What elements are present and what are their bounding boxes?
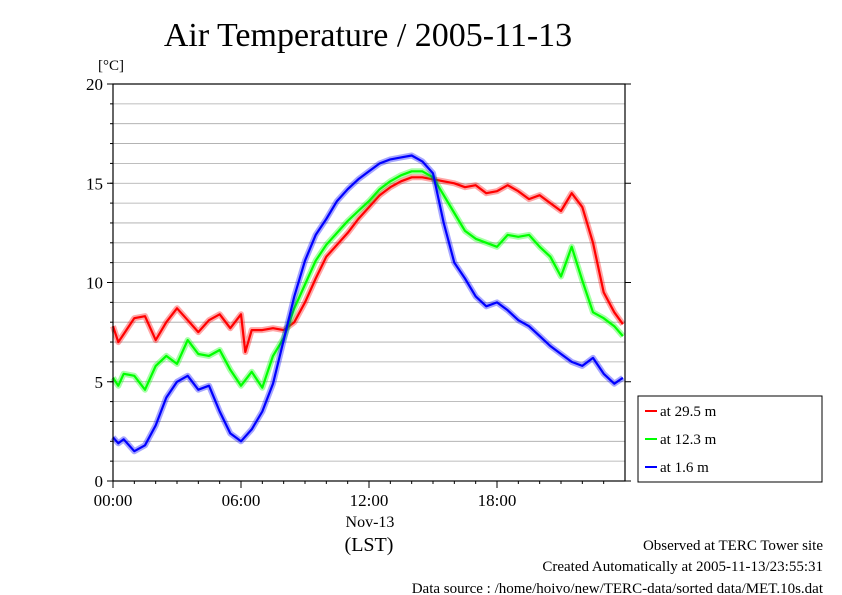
chart-title: Air Temperature / 2005-11-13	[164, 17, 572, 54]
x-tick-label: 06:00	[222, 491, 261, 510]
y-axis-unit-label: [°C]	[98, 58, 124, 74]
legend-label: at 1.6 m	[660, 460, 709, 476]
series-line	[111, 176, 624, 354]
y-tick-label: 20	[86, 75, 103, 94]
y-tick-label: 0	[95, 472, 104, 491]
series-line	[112, 154, 624, 453]
x-axis-title: (LST)	[345, 534, 394, 556]
y-axis: 0 5 10 15 20	[86, 75, 631, 491]
series-line-halo	[110, 168, 626, 393]
series-line	[112, 170, 624, 391]
x-tick-label: 18:00	[478, 491, 517, 510]
legend: at 29.5 m at 12.3 m at 1.6 m	[637, 395, 823, 483]
x-axis: 00:00 06:00 12:00 18:00	[94, 481, 605, 510]
legend-label: at 12.3 m	[660, 432, 717, 448]
footer-observed-site: Observed at TERC Tower site	[643, 538, 823, 554]
x-tick-label: 12:00	[350, 491, 389, 510]
legend-box	[637, 395, 823, 483]
grid-lines	[113, 103, 625, 462]
y-tick-label: 15	[86, 174, 103, 193]
x-axis-date-label: Nov-13	[346, 514, 395, 531]
legend-label: at 29.5 m	[660, 404, 717, 420]
series-lines	[110, 152, 626, 455]
y-tick-label: 10	[86, 274, 103, 293]
footer-created-timestamp: Created Automatically at 2005-11-13/23:5…	[542, 559, 823, 575]
footer-data-source: Data source : /home/hoivo/new/TERC-data/…	[412, 581, 824, 595]
x-tick-label: 00:00	[94, 491, 133, 510]
y-tick-label: 5	[95, 373, 104, 392]
